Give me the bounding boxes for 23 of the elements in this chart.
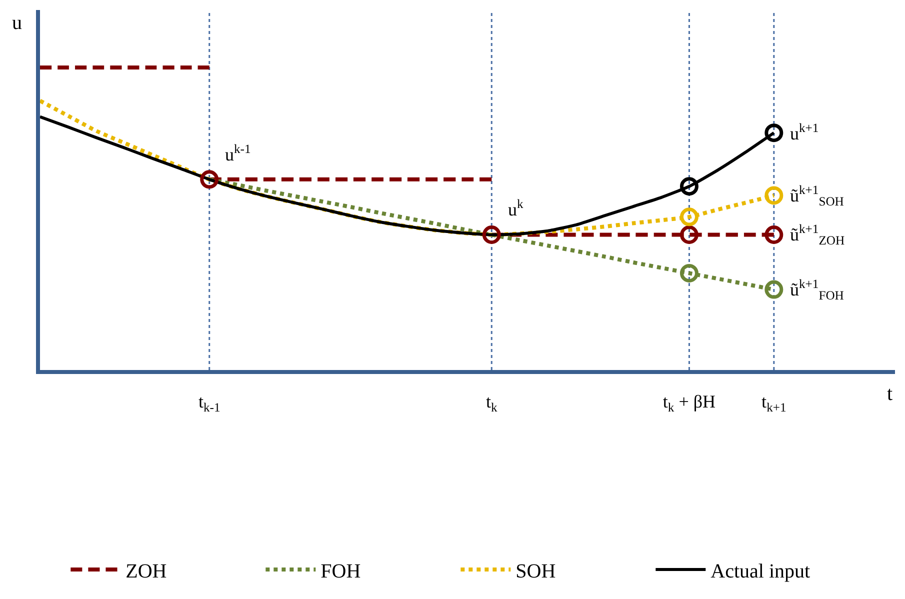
legend-label: Actual input: [710, 560, 811, 582]
legend-label: SOH: [516, 560, 556, 582]
point: [764, 124, 784, 142]
y-axis-title: u: [12, 12, 22, 34]
point: [482, 226, 501, 244]
x-tick-label: t$_{k}$: [486, 392, 498, 414]
x-tick-label: t$_{k+1}$: [762, 392, 786, 414]
point: [764, 186, 784, 205]
annotation: u$^{k}$: [508, 197, 524, 220]
x-tick-label: t$_{k-1}$: [198, 392, 220, 414]
x-axis-title: t: [887, 383, 893, 405]
point: [680, 264, 698, 282]
annotation: u$^{k+1}$: [790, 121, 819, 144]
legend-label: FOH: [320, 560, 361, 582]
x-tick-label: t$_{k}$ + βH: [662, 392, 716, 414]
legend-label: ZOH: [126, 560, 167, 582]
point: [680, 177, 698, 196]
point: [764, 226, 784, 244]
point: [764, 280, 784, 299]
point: [200, 170, 219, 189]
annotation: u$^{k-1}$: [225, 142, 251, 165]
point: [680, 208, 698, 226]
point: [680, 226, 698, 244]
